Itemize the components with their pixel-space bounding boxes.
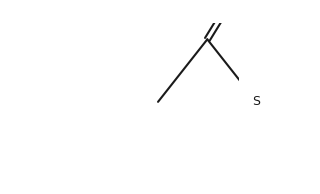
Text: S: S bbox=[252, 95, 260, 108]
